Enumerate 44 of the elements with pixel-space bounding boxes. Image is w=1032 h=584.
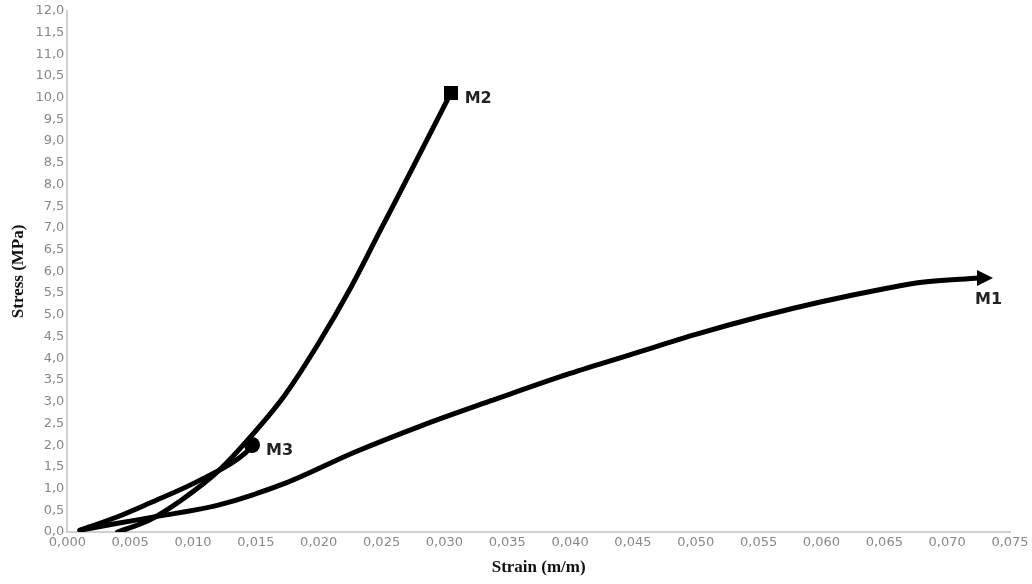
x-tick-label: 0,060 xyxy=(802,534,841,550)
y-tick-label: 2,5 xyxy=(43,414,65,430)
y-axis-title: Stress (MPa) xyxy=(7,224,27,319)
y-tick-label: 1,5 xyxy=(43,458,65,474)
x-tick-label: 0,055 xyxy=(740,534,778,550)
series-label: M3 xyxy=(266,440,294,460)
y-tick-label: 3,5 xyxy=(43,371,65,387)
x-tick-label: 0,005 xyxy=(111,534,149,550)
x-axis-title: Strain (m/m) xyxy=(491,557,586,577)
y-tick-label: 1,0 xyxy=(43,479,65,495)
y-tick-label: 3,0 xyxy=(43,393,65,409)
y-tick-label: 12,0 xyxy=(35,2,65,18)
y-tick-label: 6,0 xyxy=(43,262,65,278)
y-tick-label: 2,0 xyxy=(43,436,65,452)
x-tick-label: 0,065 xyxy=(865,534,903,550)
y-tick-label: 0,5 xyxy=(43,501,65,517)
y-tick-label: 7,0 xyxy=(43,219,65,235)
y-tick-label: 11,5 xyxy=(35,23,65,39)
x-tick-label: 0,040 xyxy=(551,534,589,550)
y-tick-label: 5,5 xyxy=(43,284,65,300)
y-tick-label: 4,0 xyxy=(43,349,65,365)
y-tick-label: 7,5 xyxy=(43,197,65,213)
x-tick-label: 0,010 xyxy=(174,534,212,550)
x-tick-label: 0,045 xyxy=(614,534,652,550)
y-tick-label: 10,5 xyxy=(35,67,65,83)
x-tick-label: 0,025 xyxy=(362,534,401,550)
x-tick-label: 0,020 xyxy=(300,534,338,550)
y-tick-label: 11,0 xyxy=(35,45,65,61)
y-tick-label: 8,5 xyxy=(43,154,65,170)
y-tick-label: 9,0 xyxy=(43,132,65,148)
x-tick-label: 0,030 xyxy=(425,534,464,550)
x-tick-label: 0,035 xyxy=(488,534,526,550)
legend-label: M1 xyxy=(975,289,1003,309)
series-label: M2 xyxy=(464,88,492,108)
y-tick-label: 8,0 xyxy=(43,175,65,191)
x-tick-label: 0,075 xyxy=(991,534,1029,550)
y-tick-label: 9,5 xyxy=(43,110,65,126)
y-tick-label: 10,0 xyxy=(35,89,65,105)
y-tick-label: 5,0 xyxy=(43,306,65,322)
x-tick-label: 0,050 xyxy=(677,534,715,550)
x-tick-label: 0,070 xyxy=(928,534,966,550)
x-tick-label: 0,015 xyxy=(237,534,275,550)
y-tick-label: 6,5 xyxy=(43,241,65,257)
y-tick-label: 4,5 xyxy=(43,327,65,343)
